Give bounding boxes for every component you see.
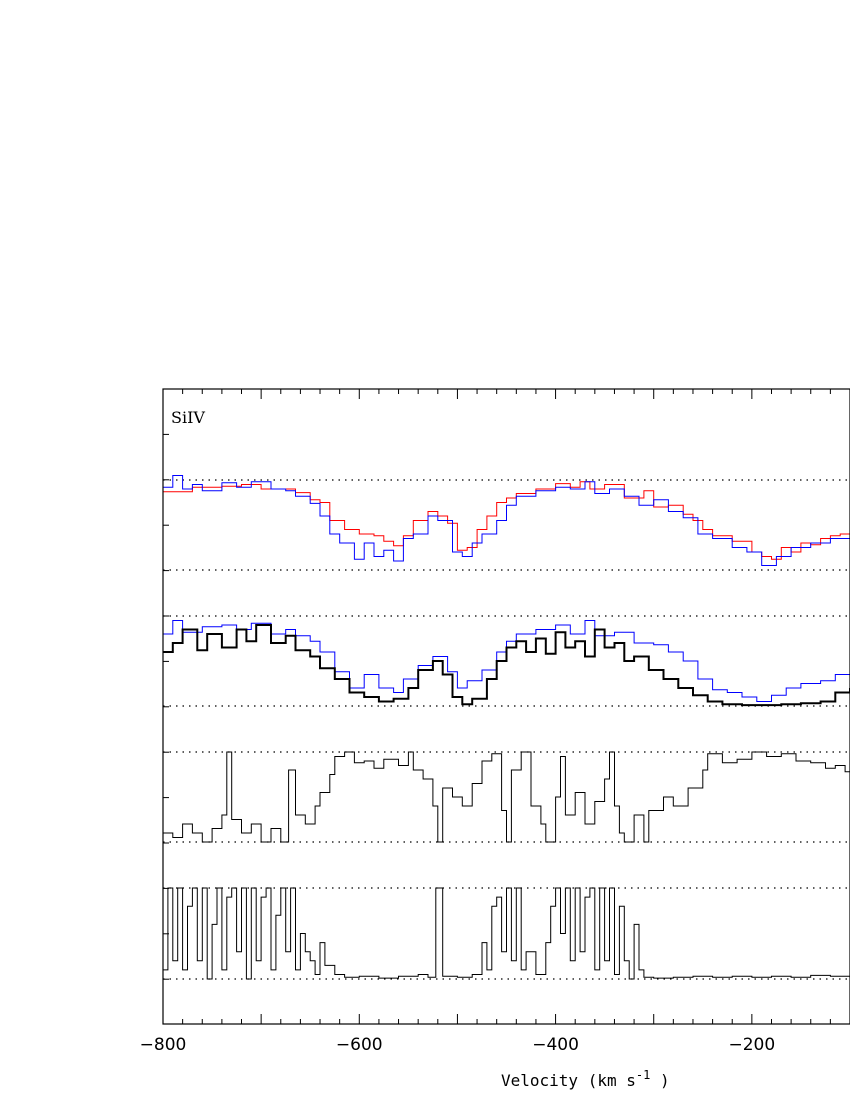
panel-4-series-1-black	[163, 887, 850, 980]
x-axis-label-main: Velocity (km s	[501, 1071, 636, 1090]
x-tick-labels: −800 −600 −400 −200	[140, 1035, 776, 1055]
panel-4	[163, 887, 850, 980]
x-axis-label-sup: -1	[636, 1068, 650, 1082]
panel-2	[163, 615, 850, 707]
panel-label: SiIV	[171, 408, 205, 427]
x-tick-label: −600	[336, 1035, 383, 1055]
panel-1-series-1-red	[163, 481, 850, 560]
x-tick-label: −400	[532, 1035, 579, 1055]
x-axis-label-close: )	[650, 1071, 669, 1090]
panel-1	[163, 475, 850, 571]
panel-3	[163, 751, 850, 843]
panel-2-series-2-black	[163, 624, 850, 707]
x-tick-label: −200	[729, 1035, 776, 1055]
x-axis-label: Velocity (km s-1 )	[501, 1068, 670, 1090]
panel-3-series-1-black	[163, 751, 850, 843]
ticks-layer	[162, 389, 850, 1024]
x-tick-label: −800	[140, 1035, 187, 1055]
plot-layer	[163, 475, 850, 980]
panel-1-series-2-blue	[163, 475, 850, 566]
